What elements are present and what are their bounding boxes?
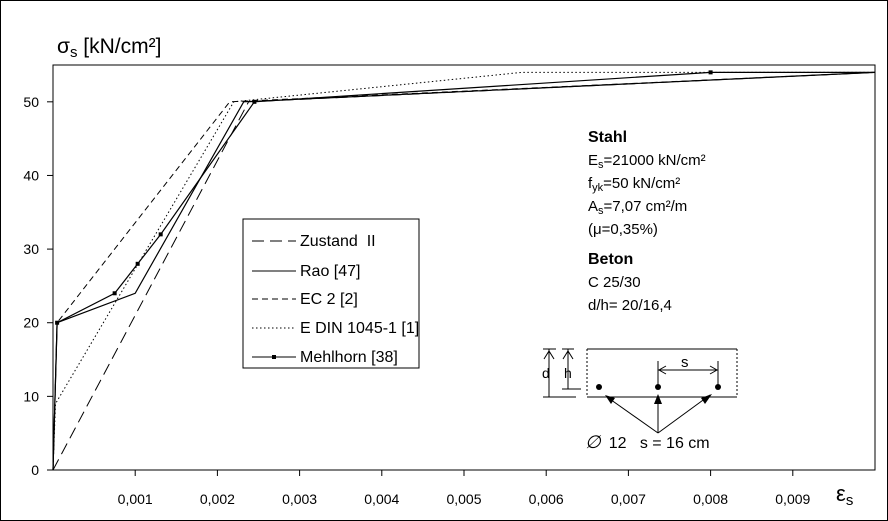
concrete-dims: d/h= 20/16,4	[588, 297, 672, 314]
y-tick-label-3: 30	[23, 241, 39, 257]
x-tick-label-2: 0,003	[282, 491, 317, 507]
x-tick-label-0: 0,001	[118, 491, 153, 507]
legend-label-4: Mehlhorn [38]	[300, 349, 398, 366]
y-tick-label-2: 20	[23, 315, 39, 331]
y-axis-title-sub: s	[70, 44, 78, 61]
leader-middle-arrow-icon	[654, 394, 662, 404]
dim-s-label: s	[681, 354, 689, 371]
x-tick-label-5: 0,006	[529, 491, 564, 507]
x-axis-title-sub: s	[846, 492, 854, 509]
rebar-dot-right	[715, 384, 721, 390]
series-line-4	[52, 71, 875, 471]
sketch-caption-text: 12 s = 16 cm	[609, 435, 710, 452]
plot-area	[52, 64, 876, 471]
x-axis-title-symbol: ε	[836, 481, 846, 506]
x-tick-label-6: 0,007	[611, 491, 646, 507]
x-tick-label-4: 0,005	[446, 491, 481, 507]
dim-d-arrow-icon	[543, 350, 555, 360]
x-tick-label-7: 0,008	[693, 491, 728, 507]
concrete-title: Beton	[588, 251, 633, 268]
y-tick-label-1: 10	[23, 388, 39, 404]
steel-title: Stahl	[588, 129, 627, 146]
rebar-dot-middle	[655, 384, 661, 390]
series-4-marker-3	[135, 261, 140, 266]
axis-ticks: 0,001 0,002 0,003 0,004 0,005 0,006 0,007 0,008…	[23, 94, 810, 507]
legend-box	[242, 218, 420, 369]
series-4-marker-4	[158, 232, 163, 237]
concrete-class: C 25/30	[588, 274, 641, 291]
dim-s-right-arrow-icon	[709, 365, 719, 375]
steel-es: Es=21000 kN/cm²	[588, 152, 706, 171]
y-axis-title: σs [kN/cm²]	[57, 35, 161, 61]
series-4-marker-6	[708, 70, 713, 75]
legend-marker-4	[272, 355, 276, 359]
steel-as: As=7,07 cm²/m	[588, 198, 687, 217]
x-tick-label-8: 0,009	[775, 491, 810, 507]
section-sketch: d h s ∅ 12 s = 16 cm	[542, 348, 738, 452]
series-line-3	[52, 71, 875, 471]
legend: Zustand II Rao [47] EC 2 [2] E DIN 1045-…	[242, 218, 420, 369]
series-4-marker-1	[55, 320, 60, 325]
legend-label-0: Zustand II	[300, 233, 376, 250]
y-tick-label-5: 50	[23, 94, 39, 110]
dim-d-label: d	[542, 365, 550, 381]
x-tick-label-3: 0,004	[364, 491, 399, 507]
legend-label-2: EC 2 [2]	[300, 291, 358, 308]
series-4-marker-5	[252, 99, 257, 104]
dim-h-label: h	[564, 365, 572, 381]
series-line-1	[52, 71, 876, 471]
dim-s-left-arrow-icon	[657, 365, 667, 375]
y-tick-label-0: 0	[31, 462, 39, 478]
y-tick-label-4: 40	[23, 167, 39, 183]
y-axis-title-unit: [kN/cm²]	[77, 35, 161, 58]
steel-info: Stahl Es=21000 kN/cm² fyk=50 kN/cm² As=7…	[588, 129, 706, 238]
diameter-icon: ∅	[585, 432, 602, 452]
series-line-0	[52, 71, 876, 471]
leader-left-arrow-icon	[605, 395, 615, 404]
series-4-marker-2	[112, 291, 117, 296]
y-axis-title-symbol: σ	[57, 35, 70, 58]
legend-label-3: E DIN 1045-1 [1]	[300, 320, 419, 337]
steel-fyk: fyk=50 kN/cm²	[588, 175, 680, 194]
rebar-dot-left	[596, 384, 602, 390]
leader-right	[657, 394, 711, 434]
concrete-info: Beton C 25/30 d/h= 20/16,4	[588, 251, 672, 314]
leader-left	[606, 396, 659, 434]
series-lines	[52, 70, 876, 471]
series-line-2	[52, 71, 876, 471]
legend-samples	[252, 240, 296, 359]
steel-mu: (μ=0,35%)	[588, 221, 658, 238]
dim-h-arrow-icon	[562, 350, 574, 360]
leader-right-arrow-icon	[701, 394, 712, 404]
x-axis-title: εs	[836, 481, 853, 509]
sketch-caption: ∅ 12 s = 16 cm	[585, 432, 710, 452]
x-tick-label-1: 0,002	[200, 491, 235, 507]
legend-label-1: Rao [47]	[300, 263, 360, 280]
